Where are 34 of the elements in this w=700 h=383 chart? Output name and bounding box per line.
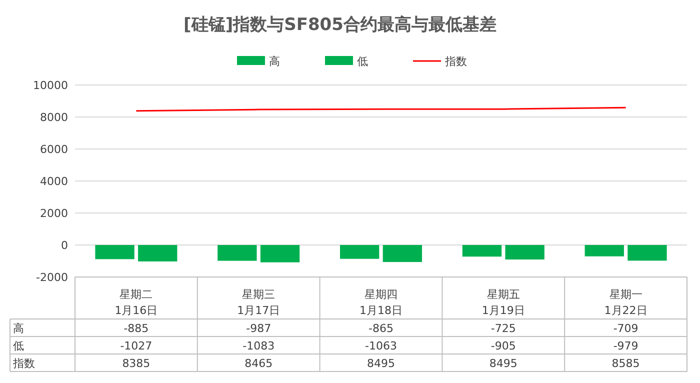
data-label: -1083 [242,340,275,352]
data-label: 8385 [122,357,150,370]
data-label: -979 [613,340,638,352]
x-tick-label: 星期一 1月22日 [604,288,648,317]
y-tick-label: 6000 [40,143,68,156]
data-label: -987 [246,322,272,335]
data-label: -1063 [365,340,397,352]
data-label: -709 [613,322,638,335]
text: 低 [13,340,24,352]
x-tick-label: 星期二 1月16日 [114,288,158,317]
data-label: 8465 [244,357,273,370]
x-tick-label: 星期三 1月17日 [237,288,280,317]
y-tick-label: -2000 [36,271,68,284]
y-tick-label: 10000 [33,79,68,92]
data-label: -885 [124,322,149,335]
data-label: -1027 [120,340,152,352]
data-label: 8495 [489,357,518,370]
legend-label: 指数 [444,55,467,68]
data-label: 8495 [367,357,395,370]
y-tick-label: 4000 [40,175,68,188]
data-label: -865 [368,322,394,335]
chart-title: [硅锰]指数与SF805合约最高与最低基差 [184,15,496,35]
legend-label: 低 [357,55,368,68]
data-label: -905 [490,340,516,352]
y-tick-label: 0 [61,239,68,252]
y-tick-label: 2000 [40,207,68,220]
data-label: -725 [490,322,516,335]
text: 指数 [13,357,35,370]
x-tick-label: 星期四 1月18日 [360,288,402,317]
data-label: 8585 [612,357,640,370]
y-tick-label: 8000 [40,111,68,124]
text: 高 [13,322,24,335]
legend-label: 高 [269,55,280,68]
x-tick-label: 星期五 1月19日 [482,288,525,317]
